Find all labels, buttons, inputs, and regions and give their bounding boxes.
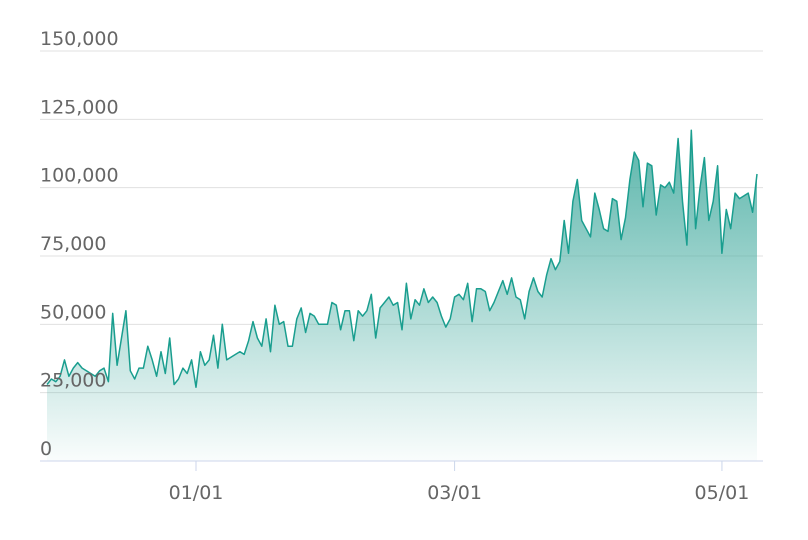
x-tick-label: 05/01	[695, 482, 750, 504]
y-tick-label: 150,000	[40, 28, 119, 50]
y-tick-label: 0	[40, 438, 52, 460]
y-tick-label: 125,000	[40, 96, 119, 118]
y-tick-label: 100,000	[40, 165, 119, 187]
x-tick-label: 01/01	[169, 482, 224, 504]
y-tick-label: 75,000	[40, 233, 106, 255]
area	[47, 130, 757, 462]
y-tick-label: 50,000	[40, 301, 106, 323]
y-tick-label: 25,000	[40, 370, 106, 392]
x-tick-label: 03/01	[427, 482, 482, 504]
line	[46, 129, 758, 388]
